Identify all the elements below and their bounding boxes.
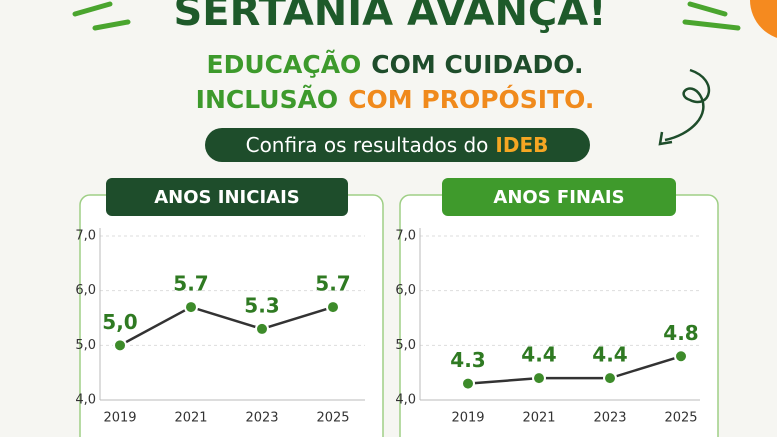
point <box>184 300 198 315</box>
x-tick-label: 2021 <box>174 411 207 426</box>
text: COM PROPÓSITO. <box>348 84 594 114</box>
value-label: 4.4 <box>592 343 627 367</box>
x-tick-label: 2023 <box>245 411 278 426</box>
decoration <box>72 1 741 31</box>
chart-title: ANOS FINAIS <box>493 187 624 208</box>
y-tick-label: 5,0 <box>395 338 416 353</box>
point <box>255 321 269 336</box>
arrow-head <box>658 131 673 146</box>
y-tick-label: 6,0 <box>75 283 96 298</box>
text: Confira os resultados do <box>246 133 489 157</box>
chart-title: ANOS INICIAIS <box>154 187 300 208</box>
highlight: EDUCAÇÃO <box>207 50 362 79</box>
cta: Confira os resultados do IDEB <box>246 133 549 157</box>
title-pill <box>106 178 348 216</box>
text: COM CUIDADO. <box>371 50 583 79</box>
x-tick-label: 2023 <box>593 411 626 426</box>
highlight: IDEB <box>495 133 548 157</box>
line <box>119 305 334 347</box>
x-tick-label: 2025 <box>664 411 697 426</box>
point <box>603 371 617 386</box>
cta-pill <box>205 128 590 162</box>
x-tick-label: 2025 <box>316 411 349 426</box>
y-tick-label: 4,0 <box>75 393 96 408</box>
panel <box>399 194 719 437</box>
x-tick-label: 2021 <box>522 411 555 426</box>
y-tick-label: 7,0 <box>75 229 96 244</box>
arrow <box>664 68 710 142</box>
value-label: 5.7 <box>315 272 350 296</box>
point <box>674 349 688 364</box>
value-label: 5.3 <box>244 293 279 317</box>
orange-shape <box>750 0 777 38</box>
y-tick-label: 6,0 <box>395 283 416 298</box>
line <box>467 355 682 385</box>
title-pill <box>442 178 676 216</box>
x-tick-label: 2019 <box>103 411 136 426</box>
value-label: 4.4 <box>521 343 556 367</box>
y-tick-label: 5,0 <box>75 338 96 353</box>
y-tick-label: 4,0 <box>395 393 416 408</box>
x-tick-label: 2019 <box>451 411 484 426</box>
highlight: INCLUSÃO <box>196 85 339 114</box>
value-label: 4.3 <box>450 348 485 372</box>
subtitle-line: EDUCAÇÃO COM CUIDADO. <box>207 50 584 79</box>
subtitle-line: INCLUSÃO COM PROPÓSITO. <box>196 84 595 114</box>
value-label: 5,0 <box>102 310 137 334</box>
charts: ANOS INICIAIS 4,0 5,0 6,0 7,0 2019 2021 2023 202… <box>75 178 719 437</box>
value-label: 4.8 <box>663 321 698 345</box>
point <box>461 376 475 391</box>
value-label: 5.7 <box>173 272 208 296</box>
title: SERTÂNIA AVANÇA! <box>174 0 607 35</box>
point <box>113 338 127 353</box>
point <box>326 300 340 315</box>
point <box>532 371 546 386</box>
y-tick-label: 7,0 <box>395 229 416 244</box>
